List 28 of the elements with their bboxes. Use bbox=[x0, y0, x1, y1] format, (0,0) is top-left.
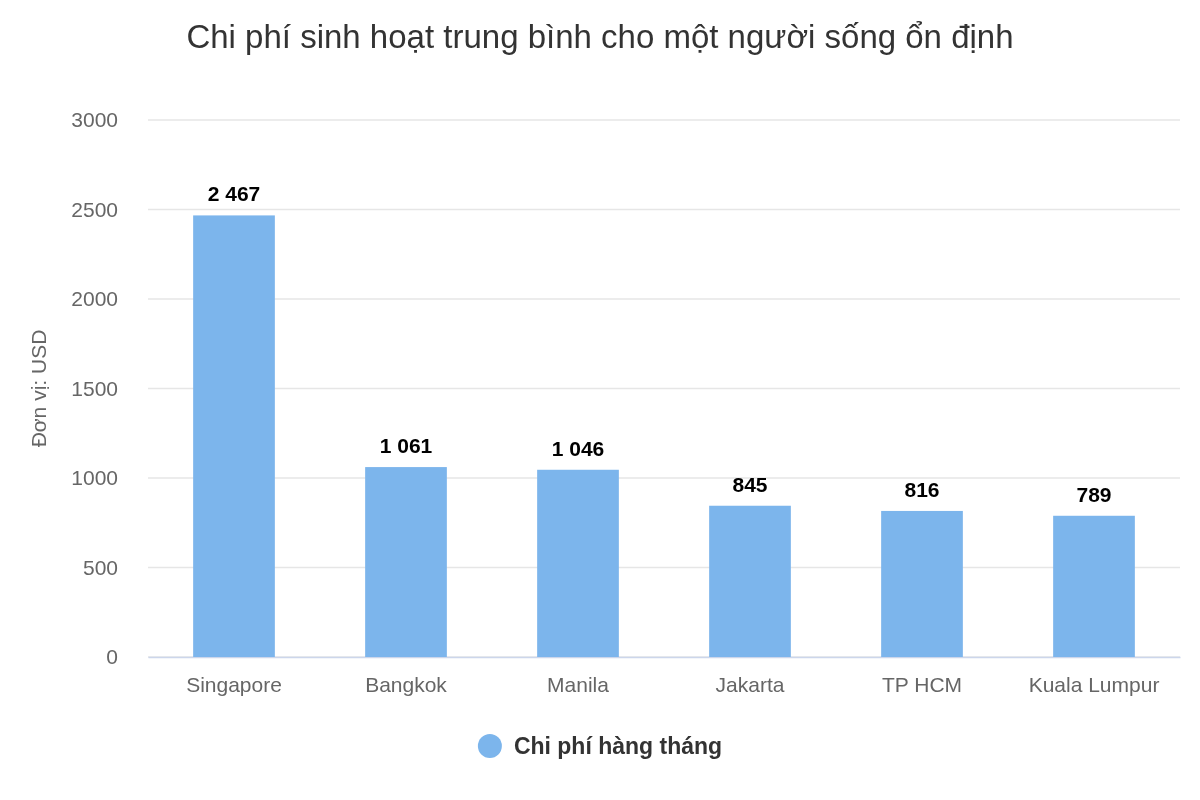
y-tick-label: 2500 bbox=[71, 197, 118, 221]
bar bbox=[709, 505, 791, 657]
x-tick-label: Manila bbox=[547, 672, 610, 696]
legend-label: Chi phí hàng tháng bbox=[513, 733, 723, 759]
y-tick-label: 2000 bbox=[71, 287, 118, 311]
data-label: 789 bbox=[1076, 482, 1112, 506]
bar bbox=[193, 215, 275, 657]
data-label: 1 046 bbox=[551, 436, 605, 460]
y-axis-title: Đơn vị: USD bbox=[27, 329, 50, 448]
chart-title: Chi phí sinh hoạt trung bình cho một người sống ổn định bbox=[186, 18, 1014, 55]
x-tick-label: Kuala Lumpur bbox=[1028, 672, 1160, 696]
x-tick-label: Jakarta bbox=[715, 672, 785, 696]
data-label: 2 467 bbox=[207, 182, 261, 206]
data-label: 1 061 bbox=[379, 434, 433, 458]
bar bbox=[1053, 515, 1135, 657]
data-label: 816 bbox=[904, 477, 940, 501]
bar bbox=[881, 510, 963, 657]
y-tick-label: 0 bbox=[106, 645, 118, 669]
x-tick-label: TP HCM bbox=[881, 672, 963, 696]
x-tick-label: Bangkok bbox=[365, 672, 448, 696]
x-tick-label: Singapore bbox=[186, 672, 282, 696]
y-tick-label: 3000 bbox=[71, 108, 118, 132]
bar bbox=[537, 469, 619, 657]
y-tick-label: 1000 bbox=[71, 466, 118, 490]
bar bbox=[365, 467, 447, 657]
y-tick-label: 500 bbox=[82, 555, 118, 579]
data-label: 845 bbox=[732, 472, 768, 496]
y-tick-label: 1500 bbox=[71, 376, 118, 400]
